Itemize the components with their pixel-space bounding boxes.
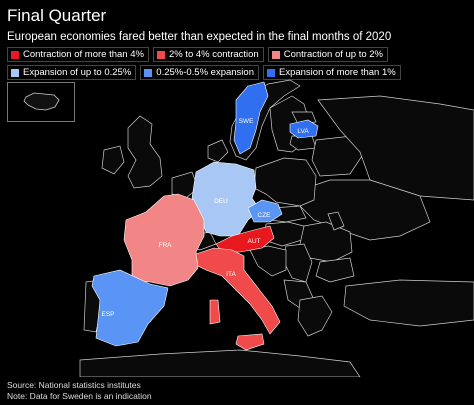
country-hrv-bih <box>249 245 287 277</box>
country-gbr <box>127 115 163 189</box>
highlighted-countries <box>91 81 319 351</box>
legend-swatch-icon <box>271 50 280 59</box>
label-deu: DEU <box>214 198 228 205</box>
legend-swatch-icon <box>156 50 165 59</box>
legend-label: 2% to 4% contraction <box>168 49 259 60</box>
legend-swatch-icon <box>144 68 153 77</box>
country-rus <box>317 95 474 201</box>
iceland-inset <box>7 82 75 122</box>
source-note: Source: National statistics institutes <box>7 380 141 390</box>
legend-label: Expansion of up to 0.25% <box>23 67 132 78</box>
label-fra: FRA <box>159 242 173 249</box>
legend-label: 0.25%-0.5% expansion <box>156 67 254 78</box>
country-dnk <box>207 139 229 163</box>
legend-item: Contraction of more than 4% <box>7 47 149 62</box>
country-labels: SWE LVA DEU CZE AUT FRA ITA ESP <box>101 118 309 318</box>
country-ita-sicily <box>235 333 265 351</box>
label-ita: ITA <box>226 271 236 278</box>
country-ita <box>195 247 281 335</box>
country-nld-bel <box>171 171 199 199</box>
country-esp <box>91 269 169 347</box>
country-mda <box>327 211 345 231</box>
legend-item: 0.25%-0.5% expansion <box>140 65 259 80</box>
label-cze: CZE <box>258 212 272 219</box>
country-bgr <box>315 257 355 283</box>
legend-item: Expansion of up to 0.25% <box>7 65 137 80</box>
country-irl <box>101 145 125 175</box>
map-title: Final Quarter <box>7 6 107 25</box>
legend: Contraction of more than 4% 2% to 4% con… <box>7 47 467 80</box>
legend-item: 2% to 4% contraction <box>152 47 264 62</box>
label-lva: LVA <box>297 128 309 135</box>
country-lva <box>289 119 319 139</box>
legend-item: Expansion of more than 1% <box>263 65 401 80</box>
country-grc <box>297 295 333 337</box>
label-aut: AUT <box>248 238 261 245</box>
legend-label: Contraction of more than 4% <box>23 49 144 60</box>
label-swe: SWE <box>239 118 254 125</box>
country-pol <box>253 157 317 207</box>
legend-swatch-icon <box>11 68 19 77</box>
europe-map: SWE LVA DEU CZE AUT FRA ITA ESP <box>79 79 474 377</box>
footer: Source: National statistics institutes N… <box>7 380 152 402</box>
legend-swatch-icon <box>267 68 275 77</box>
sweden-note: Note: Data for Sweden is an indication <box>7 391 152 401</box>
country-north-africa <box>79 349 361 377</box>
map-subtitle: European economies fared better than exp… <box>7 31 392 43</box>
country-swe <box>233 81 269 155</box>
iceland-shape <box>23 92 60 111</box>
country-fra <box>123 193 205 287</box>
country-tur <box>343 279 474 327</box>
label-esp: ESP <box>101 311 114 318</box>
legend-label: Expansion of more than 1% <box>279 67 396 78</box>
legend-swatch-icon <box>11 50 19 59</box>
country-cze <box>247 199 283 223</box>
country-ita-sardinia <box>209 299 221 325</box>
legend-label: Contraction of up to 2% <box>283 49 384 60</box>
legend-item: Contraction of up to 2% <box>267 47 389 62</box>
